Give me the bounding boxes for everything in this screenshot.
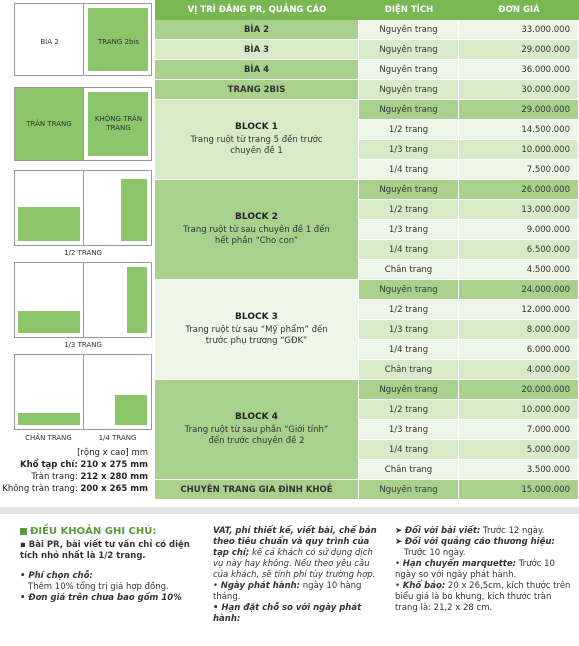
section-divider <box>0 507 579 514</box>
table-row: 1/2 trang 14.500.000 <box>359 120 579 140</box>
block-1-cell: BLOCK 1 Trang ruột từ trang 5 đến trước … <box>155 100 359 180</box>
block-3-cell: BLOCK 3 Trang ruột từ sau “Mỹ phẩm” đến … <box>155 280 359 380</box>
table-row: Nguyên trang 20.000.000 <box>359 380 579 400</box>
block-2-group: BLOCK 2 Trang ruột từ sau chuyên đề 1 đế… <box>155 180 579 280</box>
block-3-group: BLOCK 3 Trang ruột từ sau “Mỹ phẩm” đến … <box>155 280 579 380</box>
table-row: TRANG 2BIS Nguyên trang 30.000.000 <box>155 80 579 100</box>
block-1-group: BLOCK 1 Trang ruột từ trang 5 đến trước … <box>155 100 579 180</box>
position-fee-label: • Phí chọn chỗ: <box>20 571 93 581</box>
half-page-illustration <box>14 170 152 246</box>
bottom-strip <box>18 413 80 425</box>
notes-column-1: ĐIỀU KHOẢN GHI CHÚ: ▪ Bài PR, bài viết t… <box>20 526 200 604</box>
label-bottom-page: CHÂN TRANG <box>25 434 72 442</box>
size-unit: [rộng x cao] mm <box>77 448 148 458</box>
size-nobleed: Không tràn trang: 200 x 265 mm <box>2 484 148 494</box>
block-4-cell: BLOCK 4 Trang ruột từ sau phần “Giới tín… <box>155 380 359 480</box>
bullet-square-icon <box>20 527 27 535</box>
size-bleed: Tràn trang: 212 x 280 mm <box>31 472 148 482</box>
header-position: VỊ TRÍ ĐĂNG PR, QUẢNG CÁO <box>187 5 327 15</box>
bottom-quarter-illustration <box>14 354 152 430</box>
table-header: VỊ TRÍ ĐĂNG PR, QUẢNG CÁO DIỆN TÍCH ĐƠN … <box>155 0 579 20</box>
table-row: 1/4 trang 6.500.000 <box>359 240 579 260</box>
table-row: 1/3 trang 8.000.000 <box>359 320 579 340</box>
table-row: CHUYÊN TRANG GIA ĐÌNH KHOẺ Nguyên trang … <box>155 480 579 500</box>
deadline-label: • Hạn đặt chỗ so với ngày phát hành: <box>213 603 362 624</box>
green-area <box>88 8 148 71</box>
position-fee-value: Thêm 10% tổng trị giá hợp đồng. <box>28 582 169 592</box>
table-row: Chân trang 3.500.000 <box>359 460 579 480</box>
nobleed-page <box>88 92 148 156</box>
page-right <box>83 4 151 75</box>
notes-title: ĐIỀU KHOẢN GHI CHÚ: <box>20 526 200 537</box>
quarter-block <box>115 395 147 425</box>
price-note-start: • Đơn giá trên chưa bao gồm 10% <box>20 593 182 603</box>
price-note-cont: VAT, phí thiết kế, viết bài, chế bản the… <box>213 526 377 580</box>
label-quarter-page: 1/4 TRANG <box>98 434 137 442</box>
block-4-group: BLOCK 4 Trang ruột từ sau phần “Giới tín… <box>155 380 579 480</box>
label-half-page: 1/2 TRANG <box>64 249 102 257</box>
size-specs: [rộng x cao] mm Khổ tạp chí: 210 x 275 m… <box>0 447 148 495</box>
price-table: VỊ TRÍ ĐĂNG PR, QUẢNG CÁO DIỆN TÍCH ĐƠN … <box>155 0 579 500</box>
format-spec: • Khổ báo: 20 x 26,5cm, kích thước trên … <box>395 581 571 613</box>
label-tran-trang: TRÀN TRANG <box>26 120 72 128</box>
half-vertical <box>121 179 147 241</box>
table-row: 1/4 trang 7.500.000 <box>359 160 579 180</box>
cover-spread-illustration: BÌA 2 TRANG 2bis <box>14 3 152 76</box>
table-row: 1/2 trang 10.000.000 <box>359 400 579 420</box>
block-2-cell: BLOCK 2 Trang ruột từ sau chuyên đề 1 đế… <box>155 180 359 280</box>
label-khong-tran-trang: KHÔNG TRÀN TRANG <box>94 115 143 132</box>
table-row: 1/4 trang 5.000.000 <box>359 440 579 460</box>
table-row: 1/2 trang 12.000.000 <box>359 300 579 320</box>
table-row: 1/2 trang 13.000.000 <box>359 200 579 220</box>
table-row: Chân trang 4.500.000 <box>359 260 579 280</box>
size-magazine: Khổ tạp chí: 210 x 275 mm <box>20 460 148 470</box>
table-row: BÌA 3 Nguyên trang 29.000.000 <box>155 40 579 60</box>
label-bia-2: BÌA 2 <box>40 38 59 46</box>
brand-deadline: ➤ Đối với quảng cáo thương hiệu: <box>395 537 555 547</box>
table-row: 1/3 trang 7.000.000 <box>359 420 579 440</box>
table-row: 1/3 trang 9.000.000 <box>359 220 579 240</box>
table-row: BÌA 4 Nguyên trang 36.000.000 <box>155 60 579 80</box>
ad-size-illustrations: BÌA 2 TRANG 2bis TRÀN TRANG KHÔNG TRÀN T… <box>0 0 152 500</box>
notes-column-3: ➤ Đối với bài viết: Trước 12 ngày. ➤ Đối… <box>395 526 573 614</box>
table-row: 1/3 trang 10.000.000 <box>359 140 579 160</box>
final-row-position: CHUYÊN TRANG GIA ĐÌNH KHOẺ <box>155 480 359 500</box>
page-right <box>83 263 151 337</box>
half-horizontal <box>18 207 80 241</box>
table-row: Nguyên trang 24.000.000 <box>359 280 579 300</box>
notes-column-2: VAT, phí thiết kế, viết bài, chế bản the… <box>213 526 385 625</box>
page-right <box>83 171 151 245</box>
third-vertical <box>127 267 147 333</box>
label-third-page: 1/3 TRANG <box>64 341 102 349</box>
pr-note: ▪ Bài PR, bài viết tư vấn chỉ có diện tí… <box>20 540 190 561</box>
third-page-illustration <box>14 262 152 338</box>
marquette-deadline: • Hạn chuyển marquette: Trước 10 ngày so… <box>395 559 555 580</box>
page-right <box>83 88 151 160</box>
release-date: • Ngày phát hành: ngày 10 hàng tháng. <box>213 581 362 602</box>
bleed-illustration: TRÀN TRANG KHÔNG TRÀN TRANG <box>14 87 152 161</box>
bleed-page <box>15 88 83 160</box>
table-row: 1/4 trang 6.000.000 <box>359 340 579 360</box>
header-price: ĐƠN GIÁ <box>498 5 540 15</box>
table-row: Nguyên trang 29.000.000 <box>359 100 579 120</box>
third-horizontal <box>18 311 80 333</box>
table-row: Chân trang 4.000.000 <box>359 360 579 380</box>
article-deadline: ➤ Đối với bài viết: Trước 12 ngày. <box>395 526 545 536</box>
label-trang-2bis: TRANG 2bis <box>97 38 140 46</box>
page-right <box>83 355 151 429</box>
table-row: Nguyên trang 26.000.000 <box>359 180 579 200</box>
brand-deadline-value: Trước 10 ngày. <box>404 548 466 558</box>
table-row: BÌA 2 Nguyên trang 33.000.000 <box>155 20 579 40</box>
header-area: DIỆN TÍCH <box>384 5 434 15</box>
